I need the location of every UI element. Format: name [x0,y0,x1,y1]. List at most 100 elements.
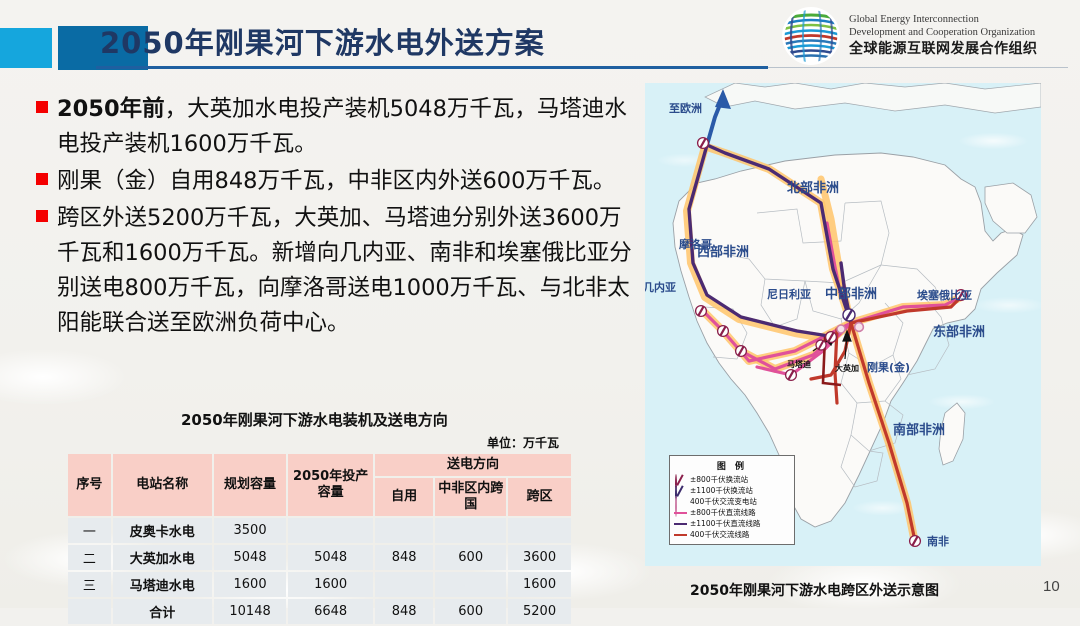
map-label-congo-kinshasa: 刚果(金) [867,361,911,374]
cell-name: 马塔迪水电 [112,572,212,597]
cell-name: 皮奥卡水电 [112,518,212,543]
cell-name: 大英加水电 [112,545,212,570]
bullet-text-2: 刚果（金）自用848万千瓦，中非区内外送600万千瓦。 [57,168,616,194]
bullet-text-1: 2050年前，大英加水电投产装机5048万千瓦，马塔迪水电投产装机1600万千瓦… [57,92,640,162]
station-markers [694,136,968,548]
col-header-cross-region: 跨区 [508,478,571,516]
bullet-item-1: 2050年前，大英加水电投产装机5048万千瓦，马塔迪水电投产装机1600万千瓦… [36,92,640,162]
cell-2050 [288,518,373,543]
col-header-self-use: 自用 [374,478,434,516]
map-graphics [672,83,1041,548]
cell-cross-country: 600 [435,599,507,624]
cell-name: 合计 [112,599,212,624]
map-label-south-africa: 南非 [927,535,949,548]
bullet-list: 2050年前，大英加水电投产装机5048万千瓦，马塔迪水电投产装机1600万千瓦… [36,92,640,343]
red-square-bullet-icon [36,210,48,222]
cell-self: 848 [374,599,434,624]
table-unit-label: 单位：万千瓦 [487,436,560,450]
cell-cross-region: 3600 [508,545,571,570]
col-header-2050: 2050年投产容量 [288,454,373,516]
arrow-to-europe [705,89,731,146]
bullet-body-1: ，大英加水电投产装机5048万千瓦，马塔迪水电投产装机1600万千瓦。 [57,96,627,157]
col-header-group-direction: 送电方向 [374,454,571,476]
cell-cross-country [435,572,507,597]
cell-planned: 3500 [213,518,287,543]
red-square-bullet-icon [36,173,48,185]
logo-en-line2: Development and Cooperation Organization [849,27,1036,39]
legend-label: ±800千伏换流站 [690,475,749,484]
cell-self [374,518,434,543]
cell-no [68,599,111,624]
legend-item: ±1100千伏直流线路 [674,518,790,529]
dc-line-800kv-icon [674,508,687,517]
ac-substation-400kv-icon [674,496,686,517]
col-header-no: 序号 [68,454,111,516]
cell-self: 848 [374,545,434,570]
bullet-bold-lead-1: 2050年前 [57,96,165,122]
map-label-inga: 大英加 [835,364,859,373]
cell-2050: 6648 [288,599,373,624]
table-row: 三 马塔迪水电 1600 1600 1600 [68,572,571,597]
cell-no: 三 [68,572,111,597]
legend-item: 400千伏交流变电站 [674,496,790,517]
cell-no: 二 [68,545,111,570]
legend-title: 图 例 [716,462,748,472]
dc-line-1100kv-icon [674,519,687,528]
map-legend: 图 例 ±800千伏换流站 ±1100千伏换流站 400千伏交流变电站 ±800… [669,455,795,545]
bullet-item-3: 跨区外送5200万千瓦，大英加、马塔迪分别外送3600万千瓦和1600万千瓦。新… [36,201,640,341]
logo-cn-line: 全球能源互联网发展合作组织 [849,41,1038,58]
title-underline-thin [768,67,1068,68]
map-label-matadi: 马塔迪 [787,360,811,369]
globe-icon [782,7,840,65]
bullet-text-3: 跨区外送5200万千瓦，大英加、马塔迪分别外送3600万千瓦和1600万千瓦。新… [57,205,632,336]
map-label-guinea: 几内亚 [645,281,676,294]
cell-planned: 1600 [213,572,287,597]
map-caption: 2050年刚果河下游水电跨区外送示意图 [690,583,939,599]
legend-item: ±1100千伏换流站 [674,485,790,506]
organization-logo: Global Energy Interconnection Developmen… [782,7,1038,65]
map-label-to-europe: 至欧洲 [669,102,702,115]
table-row-total: 合计 10148 6648 848 600 5200 [68,599,571,624]
map-label-west-africa: 西部非洲 [697,245,750,260]
ac-line-400kv-icon [674,530,687,539]
map-label-east-africa: 东部非洲 [933,325,986,340]
table-caption: 2050年刚果河下游水电装机及送电方向 [181,411,448,429]
map-label-nigeria: 尼日利亚 [767,288,811,301]
legend-item: ±800千伏直流线路 [674,507,790,518]
legend-item: 400千伏交流线路 [674,529,790,540]
cell-2050: 1600 [288,572,373,597]
cell-2050: 5048 [288,545,373,570]
cell-cross-region: 1600 [508,572,571,597]
map-label-morocco: 摩洛哥 [679,238,712,251]
cell-cross-region [508,518,571,543]
page-number: 10 [1043,578,1060,595]
converter-station-1100kv-icon [674,485,686,506]
legend-label: 400千伏交流线路 [690,530,750,539]
map-label-southern-africa: 南部非洲 [893,423,946,438]
map-label-north-africa: 北部非洲 [787,181,840,196]
header-accent-square-blue [58,26,148,70]
title-underline [96,66,768,69]
legend-item: ±800千伏换流站 [674,474,790,495]
cell-planned: 10148 [213,599,287,624]
col-header-name: 电站名称 [112,454,212,516]
col-header-cross-country: 中非区内跨国 [435,478,507,516]
legend-label: ±1100千伏换流站 [690,486,753,495]
cell-self [374,572,434,597]
cell-cross-region: 5200 [508,599,571,624]
logo-en-line1: Global Energy Interconnection [849,13,979,25]
slide-header: 2050年刚果河下游水电外送方案 [0,0,1080,82]
col-header-planned: 规划容量 [213,454,287,516]
page-title: 2050年刚果河下游水电外送方案 [100,26,545,60]
bullet-item-2: 刚果（金）自用848万千瓦，中非区内外送600万千瓦。 [36,164,640,199]
converter-station-800kv-icon [674,474,686,495]
cell-planned: 5048 [213,545,287,570]
map-label-central-africa: 中部非洲 [825,287,878,302]
cell-cross-country [435,518,507,543]
cell-cross-country: 600 [435,545,507,570]
table-row: 一 皮奥卡水电 3500 [68,518,571,543]
map-label-ethiopia: 埃塞俄比亚 [917,289,972,302]
legend-label: ±800千伏直流线路 [690,508,756,517]
header-accent-square-cyan [0,28,52,68]
africa-transmission-map: 至欧洲 摩洛哥 北部非洲 西部非洲 几内亚 尼日利亚 中部非洲 埃塞俄比亚 东部… [645,83,1041,566]
